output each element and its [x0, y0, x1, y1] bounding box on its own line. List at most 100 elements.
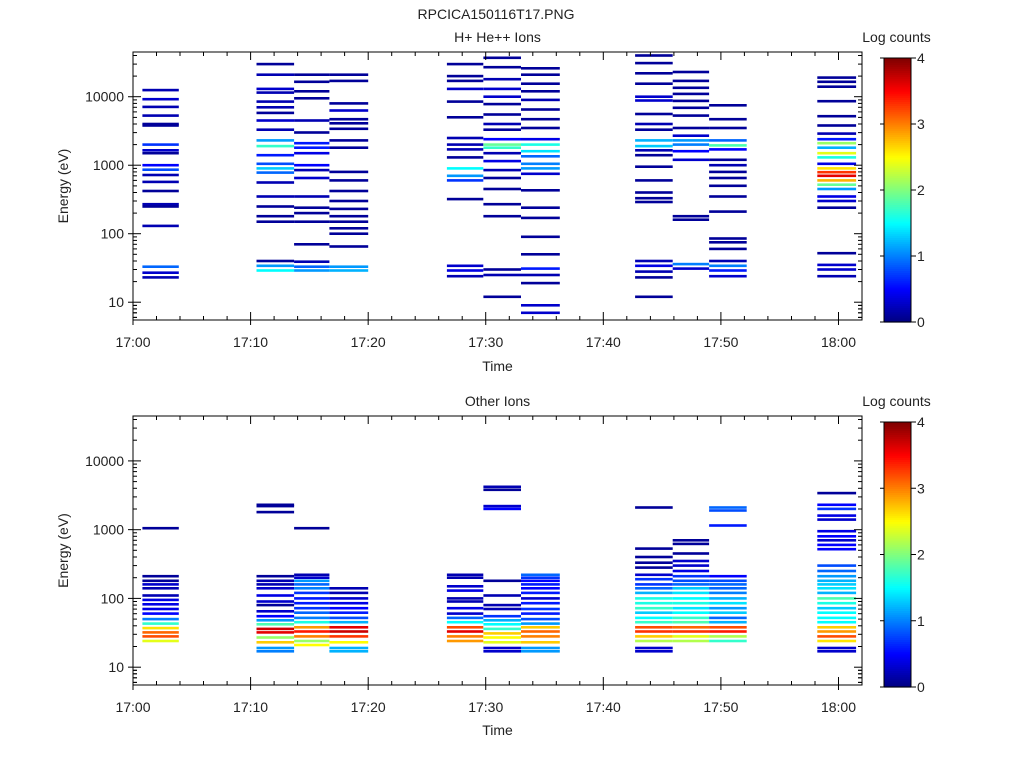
colorbar-segment — [884, 455, 911, 458]
colorbar-segment — [884, 463, 911, 467]
colorbar-segment — [884, 484, 911, 487]
heatmap-cell — [635, 566, 673, 569]
heatmap-cell — [635, 191, 673, 194]
y-tick-label: 100 — [101, 590, 125, 606]
heatmap-cell — [256, 195, 295, 198]
heatmap-cell — [446, 573, 484, 577]
heatmap-cell — [817, 650, 857, 653]
colorbar-segment — [884, 434, 911, 438]
colorbar-segment — [884, 506, 911, 510]
colorbar-segment — [884, 552, 911, 556]
heatmap-cell — [294, 630, 330, 633]
heatmap-cell — [635, 650, 673, 653]
colorbar-segment — [884, 465, 911, 469]
heatmap-cell — [672, 552, 710, 555]
heatmap-cell — [709, 574, 747, 578]
heatmap-cell — [256, 269, 295, 272]
colorbar-segment — [884, 626, 911, 630]
heatmap-cell — [635, 95, 673, 98]
colorbar-segment — [884, 291, 911, 294]
colorbar-segment — [884, 216, 911, 220]
colorbar-segment — [884, 535, 911, 539]
heatmap-cell — [521, 576, 560, 579]
heatmap-cell — [483, 128, 521, 131]
colorbar-segment — [884, 587, 911, 591]
colorbar-segment — [884, 66, 911, 69]
heatmap-cell — [256, 205, 295, 208]
colorbar-segment — [884, 676, 911, 680]
heatmap-cell — [709, 158, 747, 162]
colorbar-segment — [884, 442, 911, 446]
heatmap-cell — [256, 646, 295, 650]
x-tick-label: 18:00 — [821, 699, 856, 715]
heatmap-cell — [817, 635, 857, 638]
heatmap-cell — [256, 636, 295, 639]
heatmap-cell — [635, 259, 673, 263]
heatmap-cell — [294, 163, 330, 167]
heatmap-cell — [294, 220, 330, 223]
heatmap-cell — [521, 573, 560, 577]
heatmap-cell — [294, 587, 330, 590]
heatmap-cell — [817, 579, 857, 583]
colorbar-segment — [884, 165, 911, 168]
heatmap-cell — [446, 148, 484, 151]
heatmap-cell — [329, 587, 369, 590]
heatmap-cell — [294, 601, 330, 605]
colorbar-segment — [884, 560, 911, 564]
colorbar-segment — [884, 107, 911, 111]
heatmap-cell — [256, 220, 295, 223]
colorbar-segment — [884, 583, 911, 587]
heatmap-cell — [817, 146, 857, 149]
colorbar-segment — [884, 475, 911, 479]
colorbar-segment — [884, 490, 911, 493]
colorbar-segment — [884, 276, 911, 280]
heatmap-cell — [672, 70, 710, 74]
heatmap-cell — [329, 79, 369, 83]
colorbar-segment — [884, 179, 911, 183]
colorbar-segment — [884, 235, 911, 239]
heatmap-cell — [521, 216, 560, 220]
heatmap-cell — [521, 235, 560, 239]
colorbar-segment — [884, 99, 911, 102]
heatmap-cell — [483, 137, 521, 141]
heatmap-cell — [635, 270, 673, 273]
heatmap-cell — [294, 611, 330, 614]
colorbar-tick-label: 4 — [917, 50, 925, 66]
heatmap-cell — [817, 639, 857, 643]
heatmap-cell — [483, 627, 521, 631]
heatmap-cell — [521, 630, 560, 633]
heatmap-cell — [635, 128, 673, 131]
heatmap-cell — [817, 646, 857, 650]
heatmap-cell — [329, 170, 369, 174]
colorbar-segment — [884, 237, 911, 241]
heatmap-cell — [635, 601, 673, 605]
colorbar-segment — [884, 266, 911, 269]
heatmap-cell — [635, 200, 673, 204]
heatmap-cell — [709, 579, 747, 583]
colorbar-segment — [884, 311, 911, 315]
heatmap-cell — [635, 583, 673, 586]
heatmap-cell — [294, 176, 330, 180]
heatmap-cell — [483, 646, 521, 650]
heatmap-cell — [483, 168, 521, 172]
heatmap-cell — [635, 626, 673, 629]
heatmap-cell — [635, 149, 673, 152]
colorbar-segment — [884, 500, 911, 504]
colorbar-segment — [884, 444, 911, 448]
y-axis-ticks: 10 100 1000 10000 — [85, 55, 862, 318]
heatmap-cell — [709, 583, 747, 586]
heatmap-cell — [521, 612, 560, 615]
heatmap-cell — [446, 606, 484, 610]
x-tick-label: 18:00 — [821, 334, 856, 350]
heatmap-cell — [521, 149, 560, 153]
colorbar-segment — [884, 148, 911, 152]
heatmap-cell — [709, 104, 747, 107]
colorbar-segment — [884, 432, 911, 436]
heatmap-cell — [483, 603, 521, 607]
colorbar-segment — [884, 579, 911, 583]
heatmap-cell — [142, 205, 179, 208]
colorbar-segment — [884, 486, 911, 489]
colorbar-segment — [884, 517, 911, 520]
colorbar-segment — [884, 163, 911, 166]
colorbar-segment — [884, 305, 911, 309]
